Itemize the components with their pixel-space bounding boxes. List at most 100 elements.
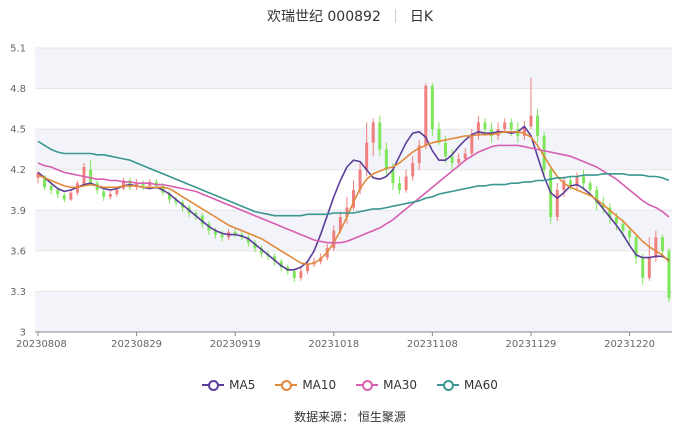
ma-line-ma10[interactable] xyxy=(37,131,670,266)
candle[interactable] xyxy=(332,230,336,249)
candle[interactable] xyxy=(299,271,303,278)
candle[interactable] xyxy=(246,237,250,243)
candle[interactable] xyxy=(417,145,421,163)
ma-line-ma60[interactable] xyxy=(37,140,670,217)
candle[interactable] xyxy=(503,122,507,130)
candle[interactable] xyxy=(463,153,467,159)
candle[interactable] xyxy=(200,215,204,224)
candle[interactable] xyxy=(457,158,461,163)
grid-band xyxy=(35,48,672,89)
candle[interactable] xyxy=(522,126,526,136)
candle[interactable] xyxy=(660,237,664,251)
candle[interactable] xyxy=(121,180,125,189)
ma-line-ma30[interactable] xyxy=(37,144,670,244)
title-divider xyxy=(394,9,396,23)
candle[interactable] xyxy=(562,180,566,190)
candle[interactable] xyxy=(115,190,119,195)
legend-item-ma5[interactable]: MA5 xyxy=(202,378,255,392)
candle[interactable] xyxy=(536,115,540,136)
candle[interactable] xyxy=(568,180,572,186)
candle[interactable] xyxy=(411,162,415,177)
candle[interactable] xyxy=(621,223,625,231)
candle[interactable] xyxy=(398,183,402,190)
candle[interactable] xyxy=(69,192,73,200)
candle[interactable] xyxy=(56,190,60,195)
candle[interactable] xyxy=(476,122,480,136)
candle[interactable] xyxy=(378,122,382,150)
candle[interactable] xyxy=(62,195,66,200)
candle[interactable] xyxy=(542,135,546,170)
grid-band xyxy=(35,129,672,170)
candle[interactable] xyxy=(141,183,145,186)
x-tick-label: 20230919 xyxy=(210,339,261,350)
candle[interactable] xyxy=(43,176,47,188)
candle[interactable] xyxy=(582,176,586,184)
candle[interactable] xyxy=(352,190,355,208)
candle[interactable] xyxy=(470,135,474,154)
candle[interactable] xyxy=(483,122,487,130)
x-tick-label: 20231018 xyxy=(308,339,359,350)
candle[interactable] xyxy=(647,257,651,278)
legend-label: MA60 xyxy=(464,378,498,392)
y-tick-label: 3 xyxy=(20,328,26,339)
candle[interactable] xyxy=(509,122,513,130)
legend-item-ma30[interactable]: MA30 xyxy=(356,378,417,392)
candle[interactable] xyxy=(555,190,559,218)
candle[interactable] xyxy=(391,169,395,184)
candle[interactable] xyxy=(194,212,198,216)
candle[interactable] xyxy=(614,217,618,224)
candle[interactable] xyxy=(628,230,632,238)
candle[interactable] xyxy=(634,237,638,258)
candle[interactable] xyxy=(575,176,579,186)
candle[interactable] xyxy=(167,194,171,200)
candle[interactable] xyxy=(174,199,178,203)
candle[interactable] xyxy=(384,149,388,170)
legend-item-ma60[interactable]: MA60 xyxy=(437,378,498,392)
candle[interactable] xyxy=(259,248,263,254)
candle[interactable] xyxy=(641,257,645,278)
candle[interactable] xyxy=(253,242,257,249)
candle[interactable] xyxy=(424,85,428,146)
candle[interactable] xyxy=(437,129,441,143)
candle[interactable] xyxy=(292,271,296,278)
candle[interactable] xyxy=(595,190,599,204)
candle[interactable] xyxy=(667,250,671,299)
candle[interactable] xyxy=(273,256,277,262)
candle[interactable] xyxy=(371,122,375,143)
candle[interactable] xyxy=(220,234,224,238)
legend-label: MA30 xyxy=(383,378,418,392)
candle[interactable] xyxy=(450,156,454,163)
candle[interactable] xyxy=(305,264,309,272)
legend-label: MA5 xyxy=(229,378,256,392)
y-tick-label: 3.6 xyxy=(10,246,26,257)
candle[interactable] xyxy=(89,169,93,184)
candle[interactable] xyxy=(529,115,533,127)
candle[interactable] xyxy=(102,191,106,197)
candle[interactable] xyxy=(444,142,448,157)
x-tick-label: 20230808 xyxy=(16,339,67,350)
candle[interactable] xyxy=(338,217,342,231)
candle[interactable] xyxy=(49,185,53,190)
candle[interactable] xyxy=(608,207,612,218)
candle[interactable] xyxy=(654,237,658,258)
period-label[interactable]: 日K xyxy=(409,9,434,25)
grid-band xyxy=(35,210,672,251)
candle[interactable] xyxy=(588,183,592,190)
stock-title: 欢瑞世纪 000892 xyxy=(266,9,381,25)
candle[interactable] xyxy=(430,85,434,130)
legend-label: MA10 xyxy=(302,378,337,392)
legend-marker-icon xyxy=(202,379,225,391)
y-tick-label: 4.5 xyxy=(10,125,26,136)
legend-item-ma10[interactable]: MA10 xyxy=(275,378,336,392)
y-tick-label: 4.2 xyxy=(10,165,26,176)
candle[interactable] xyxy=(213,230,217,235)
candle[interactable] xyxy=(358,169,362,190)
candle[interactable] xyxy=(233,231,237,235)
candle[interactable] xyxy=(404,176,408,190)
grid-band xyxy=(35,291,672,332)
candle[interactable] xyxy=(108,194,112,197)
candle[interactable] xyxy=(279,261,283,268)
candle[interactable] xyxy=(365,142,369,170)
legend-marker-icon xyxy=(275,379,298,391)
